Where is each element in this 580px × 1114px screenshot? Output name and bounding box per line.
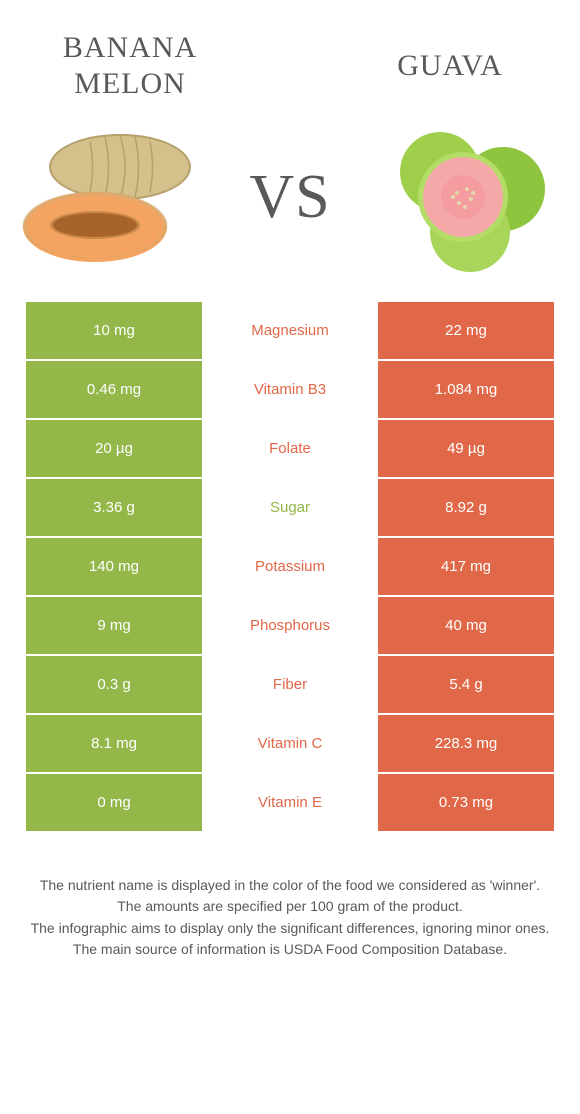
vs-label: VS xyxy=(249,162,330,233)
table-row: 3.36 gSugar8.92 g xyxy=(26,479,554,536)
right-value: 49 µg xyxy=(378,420,554,477)
nutrient-name: Fiber xyxy=(202,656,378,713)
table-row: 0.3 gFiber5.4 g xyxy=(26,656,554,713)
table-row: 140 mgPotassium417 mg xyxy=(26,538,554,595)
left-value: 0 mg xyxy=(26,774,202,831)
nutrient-name: Sugar xyxy=(202,479,378,536)
right-value: 8.92 g xyxy=(378,479,554,536)
table-row: 8.1 mgVitamin C228.3 mg xyxy=(26,715,554,772)
table-row: 10 mgMagnesium22 mg xyxy=(26,302,554,359)
right-value: 1.084 mg xyxy=(378,361,554,418)
nutrient-name: Vitamin E xyxy=(202,774,378,831)
right-food-image xyxy=(380,112,560,282)
footer-line-3: The infographic aims to display only the… xyxy=(20,918,560,938)
right-value: 0.73 mg xyxy=(378,774,554,831)
footer-line-4: The main source of information is USDA F… xyxy=(20,939,560,959)
images-row: VS xyxy=(0,112,580,302)
left-value: 10 mg xyxy=(26,302,202,359)
header: Banana melon Guava xyxy=(0,0,580,112)
table-row: 9 mgPhosphorus40 mg xyxy=(26,597,554,654)
nutrient-name: Vitamin C xyxy=(202,715,378,772)
left-value: 3.36 g xyxy=(26,479,202,536)
left-value: 0.46 mg xyxy=(26,361,202,418)
right-value: 22 mg xyxy=(378,302,554,359)
nutrient-name: Phosphorus xyxy=(202,597,378,654)
right-food-title: Guava xyxy=(350,30,550,84)
nutrient-name: Potassium xyxy=(202,538,378,595)
nutrient-name: Vitamin B3 xyxy=(202,361,378,418)
right-value: 40 mg xyxy=(378,597,554,654)
left-value: 20 µg xyxy=(26,420,202,477)
right-value: 228.3 mg xyxy=(378,715,554,772)
nutrient-name: Folate xyxy=(202,420,378,477)
left-value: 8.1 mg xyxy=(26,715,202,772)
footer-text: The nutrient name is displayed in the co… xyxy=(0,833,580,959)
right-value: 5.4 g xyxy=(378,656,554,713)
footer-line-1: The nutrient name is displayed in the co… xyxy=(20,875,560,895)
nutrient-table: 10 mgMagnesium22 mg0.46 mgVitamin B31.08… xyxy=(26,302,554,831)
left-value: 9 mg xyxy=(26,597,202,654)
right-value: 417 mg xyxy=(378,538,554,595)
table-row: 0 mgVitamin E0.73 mg xyxy=(26,774,554,831)
table-row: 0.46 mgVitamin B31.084 mg xyxy=(26,361,554,418)
left-food-image xyxy=(20,112,200,282)
left-food-title: Banana melon xyxy=(30,30,230,102)
table-row: 20 µgFolate49 µg xyxy=(26,420,554,477)
nutrient-name: Magnesium xyxy=(202,302,378,359)
left-value: 140 mg xyxy=(26,538,202,595)
left-value: 0.3 g xyxy=(26,656,202,713)
footer-line-2: The amounts are specified per 100 gram o… xyxy=(20,896,560,916)
